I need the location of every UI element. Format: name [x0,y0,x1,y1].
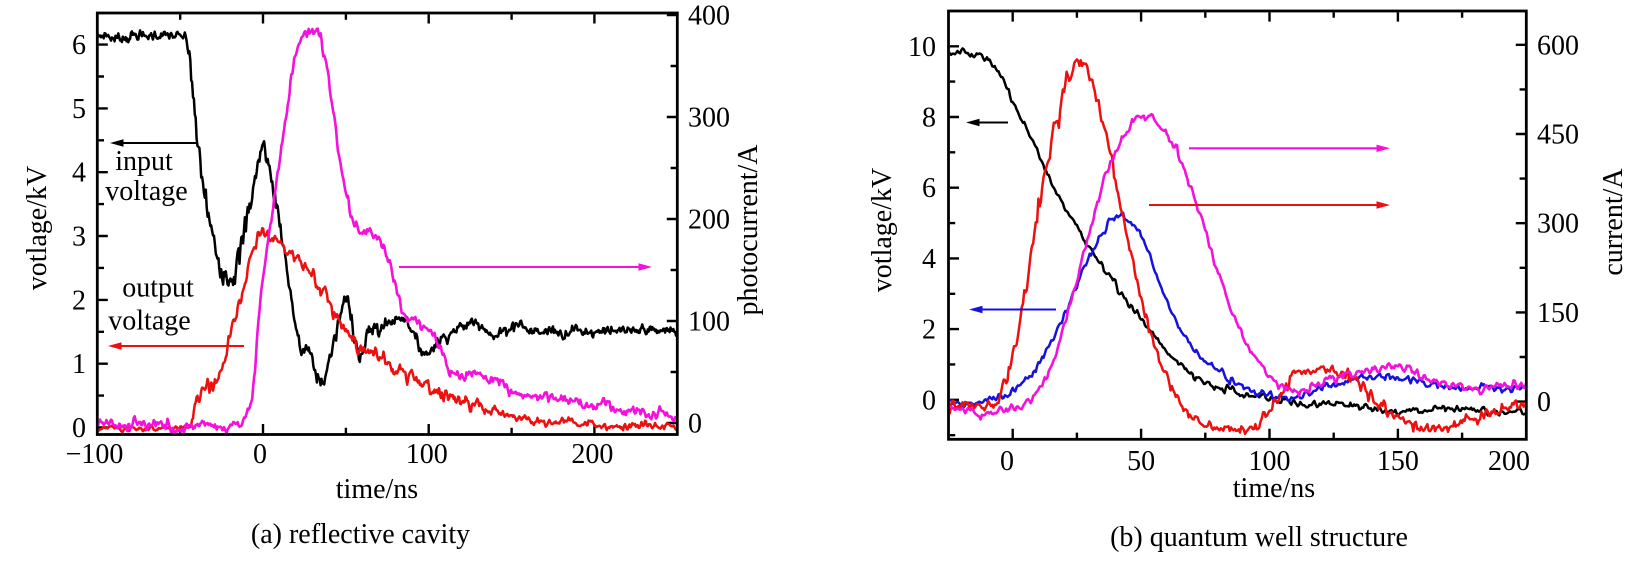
svg-text:150: 150 [1377,446,1419,477]
svg-text:photocurrent/A: photocurrent/A [733,144,764,316]
svg-text:output: output [122,273,194,304]
svg-text:voltage: voltage [105,176,187,207]
svg-text:100: 100 [406,439,448,470]
svg-text:2: 2 [72,285,86,316]
svg-text:400: 400 [688,1,730,32]
svg-text:200: 200 [571,439,613,470]
svg-text:0: 0 [688,409,702,440]
svg-text:time/ns: time/ns [1233,473,1315,504]
svg-text:0: 0 [1537,387,1551,418]
svg-text:50: 50 [1127,446,1155,477]
svg-text:(a) reflective cavity: (a) reflective cavity [251,519,470,550]
svg-text:10: 10 [908,32,936,63]
svg-text:time/ns: time/ns [336,474,418,505]
svg-text:300: 300 [688,103,730,134]
svg-text:0: 0 [72,413,86,444]
svg-text:4: 4 [922,244,936,275]
svg-text:600: 600 [1537,30,1579,61]
svg-text:−100: −100 [66,439,124,470]
svg-text:current/A: current/A [1598,168,1629,276]
svg-text:300: 300 [1537,209,1579,240]
svg-text:0: 0 [1000,446,1014,477]
svg-text:150: 150 [1537,298,1579,329]
svg-text:(b) quantum well structure: (b) quantum well structure [1110,522,1408,553]
svg-text:200: 200 [1488,446,1530,477]
svg-text:100: 100 [688,307,730,338]
svg-text:6: 6 [72,30,86,61]
svg-text:votlage/kV: votlage/kV [867,168,898,292]
svg-text:200: 200 [688,205,730,236]
svg-text:1: 1 [72,349,86,380]
svg-text:input: input [115,146,173,177]
svg-text:8: 8 [922,103,936,134]
svg-text:5: 5 [72,94,86,125]
svg-text:voltage: voltage [108,306,190,337]
svg-text:100: 100 [1249,446,1291,477]
svg-text:0: 0 [253,439,267,470]
svg-text:0: 0 [922,385,936,416]
svg-text:6: 6 [922,173,936,204]
svg-text:votlage/kV: votlage/kV [22,166,53,290]
svg-text:2: 2 [922,315,936,346]
svg-text:3: 3 [72,222,86,253]
svg-text:450: 450 [1537,119,1579,150]
svg-text:4: 4 [72,158,86,189]
